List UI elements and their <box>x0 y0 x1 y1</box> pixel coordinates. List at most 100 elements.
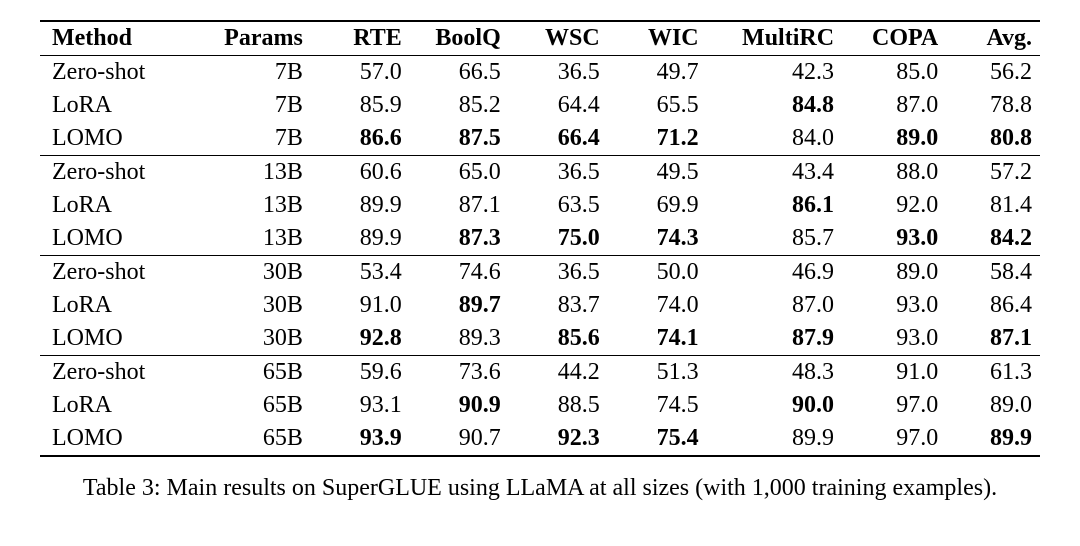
table-cell: 65.0 <box>410 156 509 190</box>
table-cell: 74.6 <box>410 256 509 290</box>
table-cell: 92.8 <box>311 322 410 356</box>
table-cell: 49.5 <box>608 156 707 190</box>
table-cell: 58.4 <box>946 256 1040 290</box>
table-cell: 60.6 <box>311 156 410 190</box>
table-cell: 74.3 <box>608 222 707 256</box>
table-cell: 65.5 <box>608 89 707 122</box>
table-cell: 43.4 <box>707 156 842 190</box>
table-cell: 84.0 <box>707 122 842 156</box>
table-cell: 92.3 <box>509 422 608 456</box>
results-table: Method Params RTE BoolQ WSC WIC MultiRC … <box>40 20 1040 457</box>
table-row: LOMO30B92.889.385.674.187.993.087.1 <box>40 322 1040 356</box>
table-cell: Zero-shot <box>40 356 196 390</box>
col-copa: COPA <box>842 21 946 56</box>
table-cell: 42.3 <box>707 56 842 90</box>
table-row: Zero-shot7B57.066.536.549.742.385.056.2 <box>40 56 1040 90</box>
table-row: LoRA30B91.089.783.774.087.093.086.4 <box>40 289 1040 322</box>
table-cell: 83.7 <box>509 289 608 322</box>
table-cell: 93.0 <box>842 289 946 322</box>
table-cell: 66.5 <box>410 56 509 90</box>
table-cell: 74.1 <box>608 322 707 356</box>
col-method: Method <box>40 21 196 56</box>
table-cell: LOMO <box>40 422 196 456</box>
table-cell: LOMO <box>40 222 196 256</box>
table-cell: 36.5 <box>509 56 608 90</box>
table-cell: 30B <box>196 289 311 322</box>
table-row: LOMO65B93.990.792.375.489.997.089.9 <box>40 422 1040 456</box>
table-cell: 87.0 <box>842 89 946 122</box>
table-cell: 86.4 <box>946 289 1040 322</box>
table-cell: 78.8 <box>946 89 1040 122</box>
table-cell: 13B <box>196 156 311 190</box>
table-body: Zero-shot7B57.066.536.549.742.385.056.2L… <box>40 56 1040 457</box>
table-cell: 50.0 <box>608 256 707 290</box>
table-cell: 71.2 <box>608 122 707 156</box>
table-cell: 61.3 <box>946 356 1040 390</box>
table-cell: 86.6 <box>311 122 410 156</box>
table-cell: 7B <box>196 56 311 90</box>
table-cell: 65B <box>196 356 311 390</box>
table-cell: 85.9 <box>311 89 410 122</box>
table-row: LoRA7B85.985.264.465.584.887.078.8 <box>40 89 1040 122</box>
table-cell: 65B <box>196 422 311 456</box>
table-cell: 64.4 <box>509 89 608 122</box>
table-cell: 57.0 <box>311 56 410 90</box>
table-cell: 49.7 <box>608 56 707 90</box>
table-cell: 74.0 <box>608 289 707 322</box>
table-row: Zero-shot13B60.665.036.549.543.488.057.2 <box>40 156 1040 190</box>
table-cell: 86.1 <box>707 189 842 222</box>
table-cell: 87.1 <box>946 322 1040 356</box>
table-cell: 51.3 <box>608 356 707 390</box>
table-cell: 13B <box>196 222 311 256</box>
table-cell: 69.9 <box>608 189 707 222</box>
table-cell: 80.8 <box>946 122 1040 156</box>
table-cell: 90.7 <box>410 422 509 456</box>
table-cell: 56.2 <box>946 56 1040 90</box>
table-row: Zero-shot30B53.474.636.550.046.989.058.4 <box>40 256 1040 290</box>
table-cell: 89.3 <box>410 322 509 356</box>
table-cell: 75.0 <box>509 222 608 256</box>
table-cell: 84.2 <box>946 222 1040 256</box>
table-cell: 97.0 <box>842 389 946 422</box>
table-cell: 30B <box>196 256 311 290</box>
table-cell: 66.4 <box>509 122 608 156</box>
table-cell: LoRA <box>40 189 196 222</box>
table-cell: 89.9 <box>707 422 842 456</box>
table-cell: 93.1 <box>311 389 410 422</box>
table-cell: 91.0 <box>311 289 410 322</box>
table-cell: Zero-shot <box>40 156 196 190</box>
table-cell: LoRA <box>40 89 196 122</box>
table-cell: 91.0 <box>842 356 946 390</box>
table-caption: Table 3: Main results on SuperGLUE using… <box>40 475 1040 502</box>
table-cell: 90.9 <box>410 389 509 422</box>
table-cell: 89.0 <box>946 389 1040 422</box>
table-cell: 93.0 <box>842 222 946 256</box>
table-cell: 88.0 <box>842 156 946 190</box>
table-cell: 87.1 <box>410 189 509 222</box>
table-cell: 85.0 <box>842 56 946 90</box>
col-wsc: WSC <box>509 21 608 56</box>
table-cell: 88.5 <box>509 389 608 422</box>
table-cell: 84.8 <box>707 89 842 122</box>
col-wic: WIC <box>608 21 707 56</box>
col-avg: Avg. <box>946 21 1040 56</box>
table-row: LOMO7B86.687.566.471.284.089.080.8 <box>40 122 1040 156</box>
table-cell: 90.0 <box>707 389 842 422</box>
table-cell: 97.0 <box>842 422 946 456</box>
table-row: LoRA65B93.190.988.574.590.097.089.0 <box>40 389 1040 422</box>
table-cell: 87.9 <box>707 322 842 356</box>
table-cell: 74.5 <box>608 389 707 422</box>
table-cell: 59.6 <box>311 356 410 390</box>
header-row: Method Params RTE BoolQ WSC WIC MultiRC … <box>40 21 1040 56</box>
table-cell: Zero-shot <box>40 256 196 290</box>
table-cell: 89.9 <box>311 189 410 222</box>
col-rte: RTE <box>311 21 410 56</box>
table-cell: 93.9 <box>311 422 410 456</box>
table-cell: 85.6 <box>509 322 608 356</box>
table-cell: 36.5 <box>509 156 608 190</box>
table-cell: LOMO <box>40 322 196 356</box>
table-row: LoRA13B89.987.163.569.986.192.081.4 <box>40 189 1040 222</box>
table-cell: LoRA <box>40 289 196 322</box>
table-cell: LOMO <box>40 122 196 156</box>
table-cell: 65B <box>196 389 311 422</box>
